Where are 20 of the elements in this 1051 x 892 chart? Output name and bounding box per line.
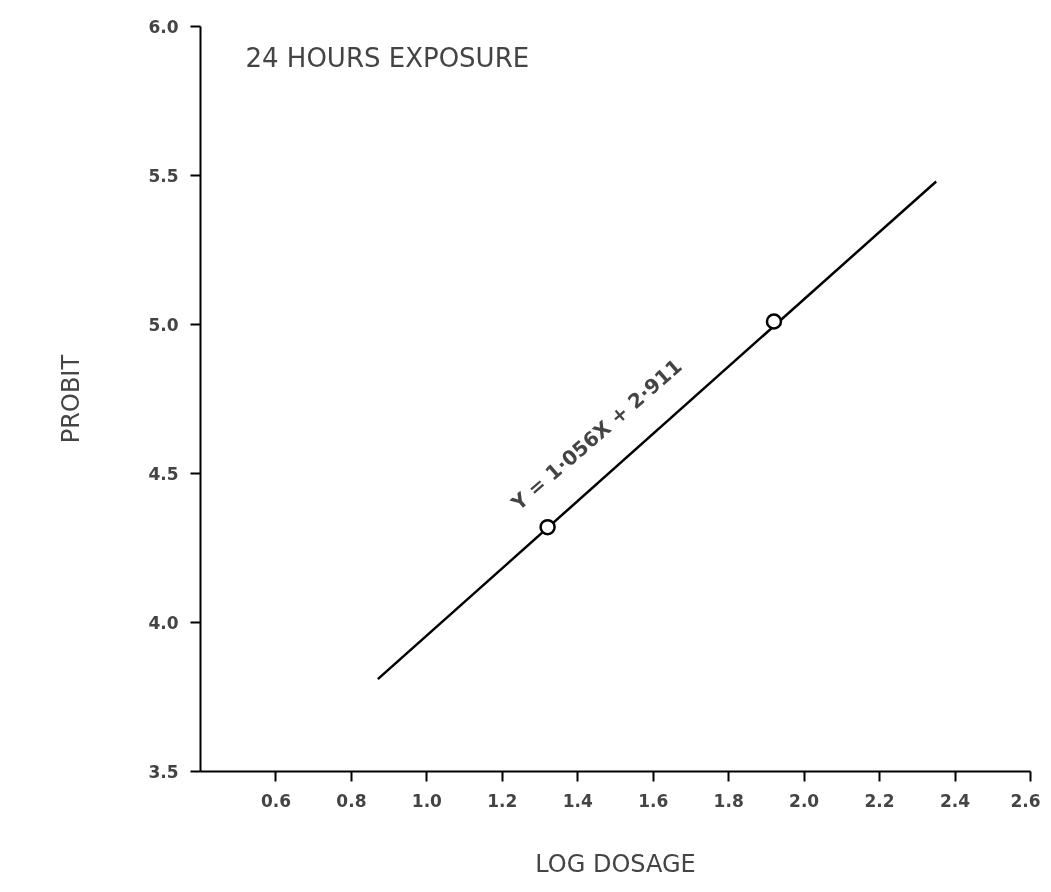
x-tick-label: 2.6 [1010, 790, 1041, 811]
x-tick-label: 0.8 [336, 790, 367, 811]
x-axis-title: LOG DOSAGE [535, 849, 696, 878]
x-tick-label: 1.2 [487, 790, 518, 811]
x-tick-label: 2.4 [939, 790, 971, 811]
y-tick-label: 3.5 [148, 762, 179, 782]
y-tick-label: 4.5 [148, 464, 179, 484]
y-tick-label: 5.0 [148, 315, 179, 335]
x-tick-label: 2.2 [864, 790, 895, 811]
y-tick-label: 5.5 [148, 166, 179, 186]
x-tick-label: 1.4 [562, 790, 593, 811]
x-tick-label: 1.6 [638, 790, 669, 811]
y-tick-label: 6.0 [148, 17, 179, 37]
y-tick-label: 4.0 [148, 613, 179, 633]
x-tick-label: 1.8 [713, 790, 744, 811]
x-tick-label: 0.6 [260, 790, 292, 811]
x-tick-label: 2.0 [789, 790, 820, 811]
x-tick-label: 1.0 [411, 790, 443, 811]
y-axis-title: PROBIT [57, 354, 86, 444]
text: 24 HOURS EXPOSURE [245, 42, 530, 73]
